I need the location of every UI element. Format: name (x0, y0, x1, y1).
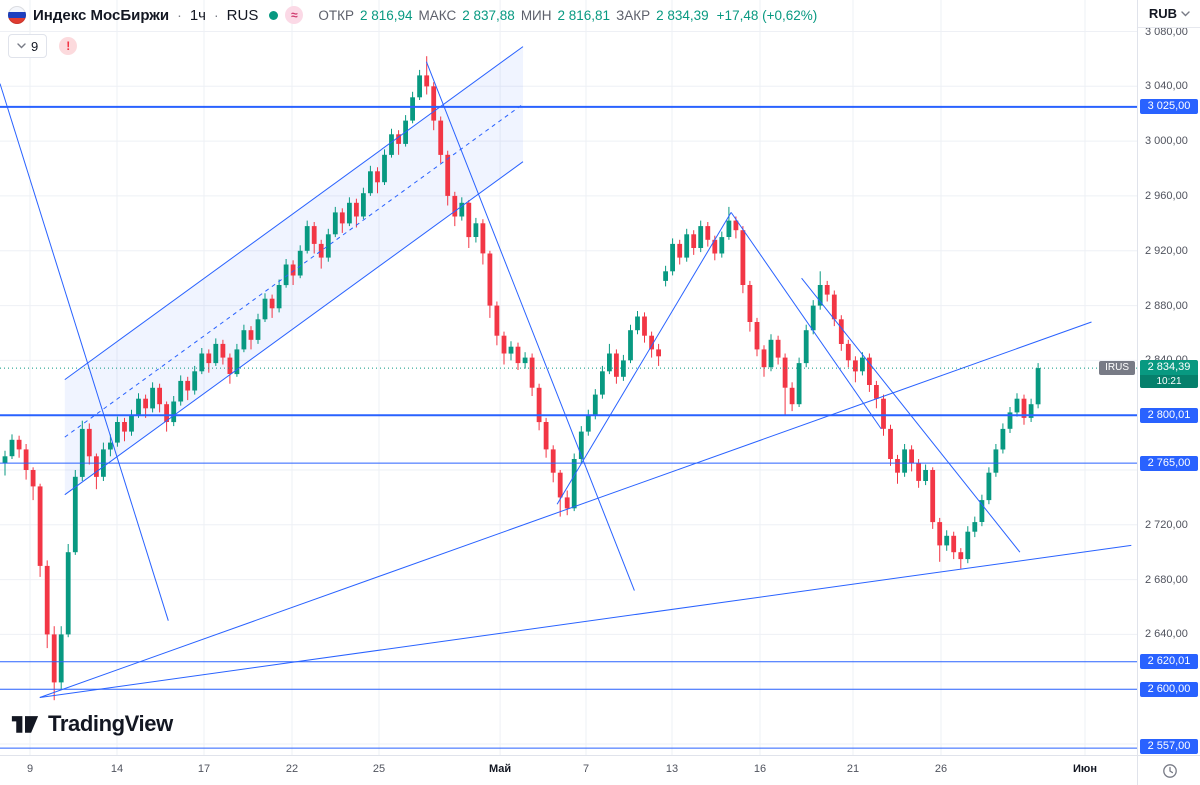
time-axis-label: 22 (285, 763, 299, 775)
time-axis-label: 16 (753, 763, 767, 775)
price-tick-label: 3 000,00 (1145, 135, 1188, 148)
price-level-badge: 2 800,01 (1140, 407, 1198, 423)
high-value: 2 837,88 (462, 7, 515, 23)
low-value: 2 816,81 (557, 7, 611, 23)
chart-legend: Индекс МосБиржи · 1ч · RUS ≈ ОТКР 2 816,… (8, 6, 817, 24)
time-axis-label: 25 (372, 763, 386, 775)
chevron-down-icon (17, 43, 26, 49)
symbol-title-button[interactable]: Индекс МосБиржи (33, 6, 170, 24)
tradingview-wordmark: TradingView (48, 711, 173, 736)
price-level-badge: 2 620,01 (1140, 654, 1198, 670)
exchange-label: RUS (226, 6, 259, 24)
price-tick-label: 2 720,00 (1145, 518, 1188, 531)
interval-button[interactable]: 1ч (189, 6, 206, 24)
current-price-label: 2 834,39 10:21 (1140, 360, 1198, 389)
time-axis-label: 21 (846, 763, 860, 775)
price-level-badge: 2 557,00 (1140, 738, 1198, 754)
currency-label: RUB (1148, 6, 1178, 21)
time-axis-label: 9 (26, 763, 34, 775)
price-level-badge: 2 765,00 (1140, 455, 1198, 471)
timezone-clock-icon[interactable] (1162, 763, 1178, 779)
open-label: ОТКР (318, 7, 354, 23)
price-tick-label: 2 960,00 (1145, 189, 1188, 202)
objects-count-button[interactable]: 9 (8, 34, 48, 58)
chart-pane[interactable]: Индекс МосБиржи · 1ч · RUS ≈ ОТКР 2 816,… (0, 0, 1137, 755)
ohlc-readout: ОТКР 2 816,94 МАКС 2 837,88 МИН 2 816,81… (318, 8, 817, 23)
legend-row2: 9 ! (8, 34, 78, 58)
price-axis[interactable]: RUB 2 834,39 10:21 3 080,00 3 040,00 3 000… (1137, 0, 1200, 755)
time-axis-label: 26 (934, 763, 948, 775)
bar-countdown: 10:21 (1140, 375, 1198, 389)
time-axis-label: 17 (197, 763, 211, 775)
title-separator: · (214, 7, 219, 23)
open-value: 2 816,94 (359, 7, 413, 23)
close-value: 2 834,39 (656, 7, 709, 23)
price-tick-label: 2 880,00 (1145, 299, 1188, 312)
objects-count: 9 (31, 38, 39, 54)
symbol-scale-tag: IRUS (1099, 361, 1135, 376)
market-open-status-icon[interactable] (269, 10, 279, 20)
price-level-badge: 2 600,00 (1140, 681, 1198, 697)
russia-flag-icon (8, 6, 26, 24)
tradingview-mark-icon (11, 716, 39, 733)
price-tick-label: 3 040,00 (1145, 80, 1188, 93)
candlestick-chart[interactable] (0, 0, 1137, 755)
title-separator: · (177, 7, 182, 23)
price-tick-label: 2 680,00 (1145, 573, 1188, 586)
currency-selector[interactable]: RUB (1138, 0, 1200, 28)
time-axis[interactable]: 9 14 17 22 25 Май 7 13 16 21 26 Июн (0, 755, 1137, 785)
alert-warning-icon[interactable]: ! (59, 37, 78, 55)
time-axis-label: Июн (1073, 763, 1097, 775)
current-price-value: 2 834,39 (1147, 361, 1191, 374)
time-axis-label: 13 (665, 763, 679, 775)
price-tick-label: 2 640,00 (1145, 628, 1188, 641)
price-level-badge: 3 025,00 (1140, 99, 1198, 115)
change-value: +17,48 (+0,62%) (716, 7, 818, 23)
chevron-down-icon (1181, 10, 1190, 16)
time-axis-label: 7 (582, 763, 590, 775)
close-label: ЗАКР (616, 7, 651, 23)
price-tick-label: 2 920,00 (1145, 244, 1188, 257)
price-tick-label: 3 080,00 (1145, 25, 1188, 38)
time-axis-label: 14 (110, 763, 124, 775)
delayed-data-icon[interactable]: ≈ (285, 6, 304, 24)
tradingview-logo[interactable]: TradingView (10, 710, 173, 738)
time-axis-label: Май (489, 763, 512, 775)
high-label: МАКС (418, 7, 457, 23)
low-label: МИН (520, 7, 552, 23)
axis-corner (1137, 755, 1200, 785)
